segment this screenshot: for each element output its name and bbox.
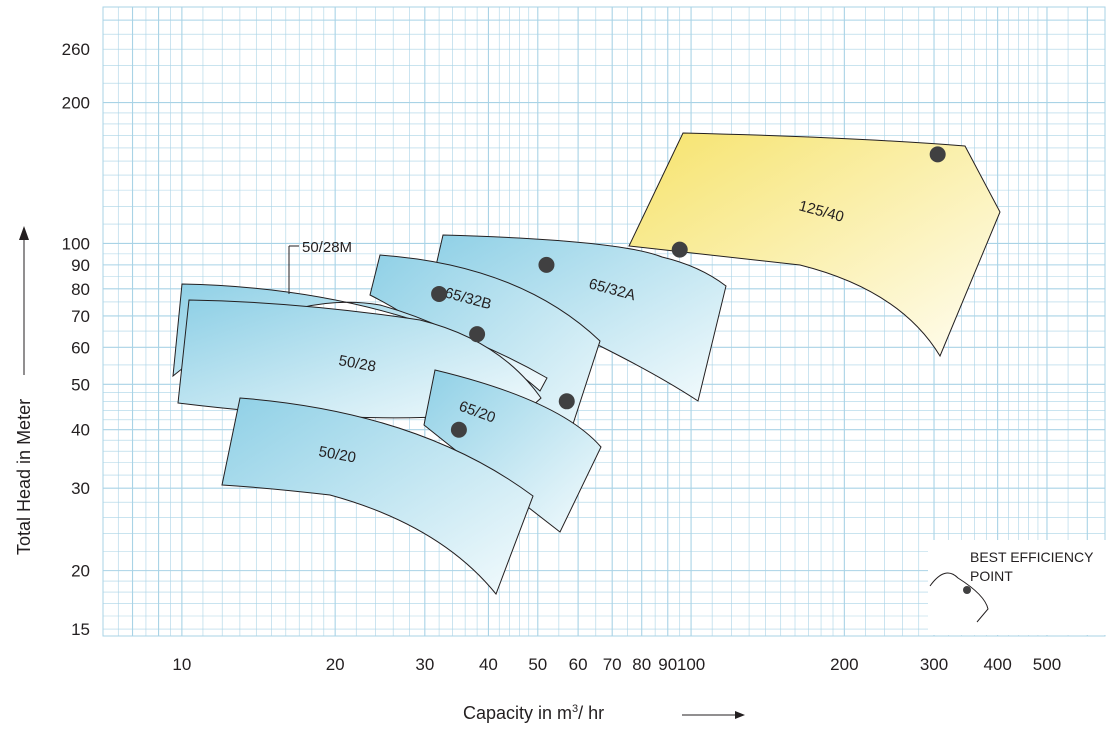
best-efficiency-point bbox=[450, 421, 467, 438]
x-tick-label: 10 bbox=[172, 655, 191, 674]
legend-point bbox=[963, 586, 971, 594]
legend-text-line1: BEST EFFICIENCY bbox=[970, 549, 1094, 565]
x-axis-label: Capacity in m3/ hr bbox=[463, 703, 604, 723]
x-tick-label: 30 bbox=[415, 655, 434, 674]
y-tick-label: 70 bbox=[71, 307, 90, 326]
y-tick-label: 200 bbox=[62, 94, 90, 113]
x-tick-label: 400 bbox=[983, 655, 1011, 674]
best-efficiency-point bbox=[929, 146, 946, 163]
x-tick-label: 20 bbox=[326, 655, 345, 674]
x-tick-label: 60 bbox=[569, 655, 588, 674]
y-tick-label: 15 bbox=[71, 620, 90, 639]
legend-text-line2: POINT bbox=[970, 568, 1013, 584]
best-efficiency-point bbox=[538, 256, 555, 273]
y-tick-label: 80 bbox=[71, 280, 90, 299]
region-50-20 bbox=[221, 397, 534, 595]
x-tick-label: 200 bbox=[830, 655, 858, 674]
label-50-28M: 50/28M bbox=[302, 239, 352, 256]
y-axis-title: Total Head in Meter bbox=[14, 226, 34, 555]
x-tick-label: 40 bbox=[479, 655, 498, 674]
best-efficiency-point bbox=[431, 285, 448, 302]
y-axis-arrowhead bbox=[19, 226, 29, 240]
pump-regions bbox=[172, 132, 1001, 595]
region-125-40 bbox=[628, 132, 1001, 358]
x-tick-label: 90 bbox=[658, 655, 677, 674]
legend-box bbox=[928, 540, 1106, 635]
y-tick-label: 40 bbox=[71, 421, 90, 440]
x-tick-label: 80 bbox=[632, 655, 651, 674]
x-tick-label: 50 bbox=[528, 655, 547, 674]
legend-curve bbox=[929, 572, 989, 623]
y-tick-label: 260 bbox=[62, 40, 90, 59]
y-tick-label: 90 bbox=[71, 256, 90, 275]
best-efficiency-point bbox=[469, 326, 486, 343]
x-tick-label: 300 bbox=[920, 655, 948, 674]
x-axis-arrowhead bbox=[735, 711, 745, 719]
y-tick-label: 30 bbox=[71, 479, 90, 498]
y-tick-label: 100 bbox=[62, 234, 90, 253]
label-50-28: 50/28 bbox=[337, 352, 377, 375]
plot-frame bbox=[102, 6, 1106, 637]
legend-best-efficiency-point: BEST EFFICIENCY POINT bbox=[928, 540, 1106, 635]
x-axis-title: Capacity in m3/ hr bbox=[463, 703, 745, 723]
y-axis-label: Total Head in Meter bbox=[14, 399, 34, 555]
x-tick-label: 500 bbox=[1033, 655, 1061, 674]
best-efficiency-points bbox=[431, 146, 946, 438]
best-efficiency-point bbox=[558, 393, 575, 410]
best-efficiency-point bbox=[671, 241, 688, 258]
x-tick-label: 100 bbox=[677, 655, 705, 674]
axis-ticks: 10 20 30 40 50 60 70 80 90 100 200 300 400 5001520304… bbox=[62, 40, 1062, 674]
y-tick-label: 20 bbox=[71, 562, 90, 581]
y-tick-label: 60 bbox=[71, 338, 90, 357]
x-tick-label: 70 bbox=[603, 655, 622, 674]
label-50-20: 50/20 bbox=[317, 443, 357, 466]
y-tick-label: 50 bbox=[71, 375, 90, 394]
